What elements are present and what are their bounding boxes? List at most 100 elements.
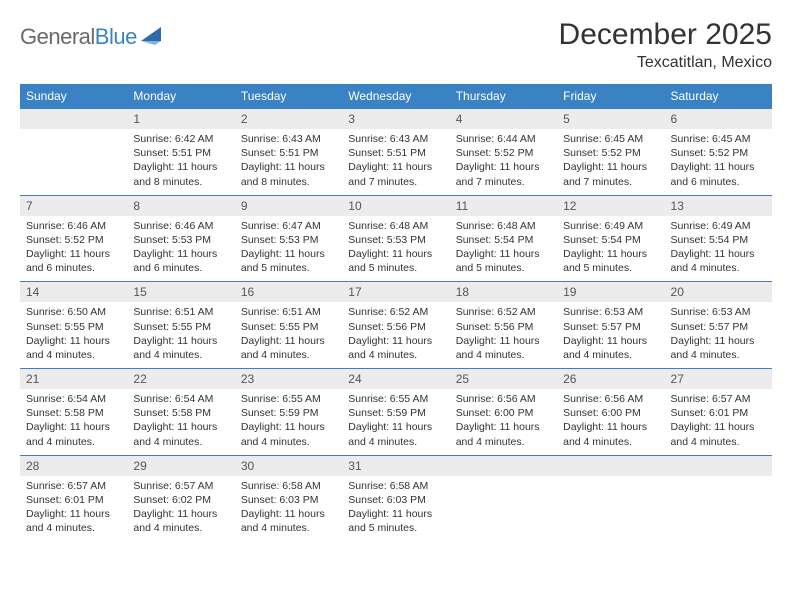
sunrise-text: Sunrise: 6:52 AM	[456, 305, 551, 319]
daylight-text: Daylight: 11 hours and 4 minutes.	[133, 334, 228, 362]
sunset-text: Sunset: 5:53 PM	[133, 233, 228, 247]
day-number: 17	[342, 282, 449, 303]
sunrise-text: Sunrise: 6:55 AM	[348, 392, 443, 406]
day-cell: Sunrise: 6:56 AMSunset: 6:00 PMDaylight:…	[450, 389, 557, 455]
sunrise-text: Sunrise: 6:49 AM	[671, 219, 766, 233]
day-number: 28	[20, 455, 127, 476]
title-block: December 2025 Texcatitlan, Mexico	[559, 18, 772, 72]
day-number: 14	[20, 282, 127, 303]
sunset-text: Sunset: 5:56 PM	[348, 320, 443, 334]
sunset-text: Sunset: 6:03 PM	[241, 493, 336, 507]
daylight-text: Daylight: 11 hours and 5 minutes.	[456, 247, 551, 275]
day-cell: Sunrise: 6:45 AMSunset: 5:52 PMDaylight:…	[665, 129, 772, 195]
weekday-header: Saturday	[665, 84, 772, 109]
day-number: 29	[127, 455, 234, 476]
sunrise-text: Sunrise: 6:46 AM	[133, 219, 228, 233]
daylight-text: Daylight: 11 hours and 4 minutes.	[563, 420, 658, 448]
daylight-text: Daylight: 11 hours and 5 minutes.	[563, 247, 658, 275]
day-number: 26	[557, 369, 664, 390]
day-cell: Sunrise: 6:42 AMSunset: 5:51 PMDaylight:…	[127, 129, 234, 195]
day-number: 4	[450, 109, 557, 130]
sunrise-text: Sunrise: 6:56 AM	[456, 392, 551, 406]
sunset-text: Sunset: 6:00 PM	[456, 406, 551, 420]
sunrise-text: Sunrise: 6:46 AM	[26, 219, 121, 233]
day-number-row: 14151617181920	[20, 282, 772, 303]
day-number: 24	[342, 369, 449, 390]
sunset-text: Sunset: 5:52 PM	[26, 233, 121, 247]
day-number: 31	[342, 455, 449, 476]
day-cell: Sunrise: 6:53 AMSunset: 5:57 PMDaylight:…	[557, 302, 664, 368]
daylight-text: Daylight: 11 hours and 4 minutes.	[241, 334, 336, 362]
daylight-text: Daylight: 11 hours and 4 minutes.	[133, 507, 228, 535]
sunrise-text: Sunrise: 6:49 AM	[563, 219, 658, 233]
day-cell: Sunrise: 6:45 AMSunset: 5:52 PMDaylight:…	[557, 129, 664, 195]
day-number: 19	[557, 282, 664, 303]
daylight-text: Daylight: 11 hours and 4 minutes.	[26, 420, 121, 448]
sunset-text: Sunset: 5:53 PM	[348, 233, 443, 247]
sunrise-text: Sunrise: 6:51 AM	[133, 305, 228, 319]
sunrise-text: Sunrise: 6:44 AM	[456, 132, 551, 146]
day-number: 15	[127, 282, 234, 303]
daylight-text: Daylight: 11 hours and 7 minutes.	[456, 160, 551, 188]
sunrise-text: Sunrise: 6:50 AM	[26, 305, 121, 319]
day-number: 9	[235, 195, 342, 216]
sunrise-text: Sunrise: 6:54 AM	[133, 392, 228, 406]
day-cell: Sunrise: 6:58 AMSunset: 6:03 PMDaylight:…	[235, 476, 342, 542]
sunrise-text: Sunrise: 6:53 AM	[563, 305, 658, 319]
day-cell	[557, 476, 664, 542]
day-number	[450, 455, 557, 476]
weekday-header: Wednesday	[342, 84, 449, 109]
sunset-text: Sunset: 5:54 PM	[563, 233, 658, 247]
sunset-text: Sunset: 5:54 PM	[671, 233, 766, 247]
daylight-text: Daylight: 11 hours and 6 minutes.	[133, 247, 228, 275]
day-content-row: Sunrise: 6:46 AMSunset: 5:52 PMDaylight:…	[20, 216, 772, 282]
day-number: 30	[235, 455, 342, 476]
daylight-text: Daylight: 11 hours and 4 minutes.	[671, 247, 766, 275]
weekday-header: Friday	[557, 84, 664, 109]
daylight-text: Daylight: 11 hours and 8 minutes.	[133, 160, 228, 188]
daylight-text: Daylight: 11 hours and 4 minutes.	[671, 420, 766, 448]
sunset-text: Sunset: 5:55 PM	[241, 320, 336, 334]
sunset-text: Sunset: 6:01 PM	[26, 493, 121, 507]
sunset-text: Sunset: 5:51 PM	[133, 146, 228, 160]
sunrise-text: Sunrise: 6:45 AM	[671, 132, 766, 146]
day-cell: Sunrise: 6:58 AMSunset: 6:03 PMDaylight:…	[342, 476, 449, 542]
day-number: 1	[127, 109, 234, 130]
sunrise-text: Sunrise: 6:54 AM	[26, 392, 121, 406]
day-number-row: 123456	[20, 109, 772, 130]
sunrise-text: Sunrise: 6:57 AM	[133, 479, 228, 493]
sunrise-text: Sunrise: 6:43 AM	[241, 132, 336, 146]
sunset-text: Sunset: 5:53 PM	[241, 233, 336, 247]
daylight-text: Daylight: 11 hours and 4 minutes.	[26, 507, 121, 535]
daylight-text: Daylight: 11 hours and 4 minutes.	[563, 334, 658, 362]
day-cell: Sunrise: 6:51 AMSunset: 5:55 PMDaylight:…	[127, 302, 234, 368]
daylight-text: Daylight: 11 hours and 4 minutes.	[456, 334, 551, 362]
day-cell: Sunrise: 6:55 AMSunset: 5:59 PMDaylight:…	[235, 389, 342, 455]
sunrise-text: Sunrise: 6:58 AM	[348, 479, 443, 493]
weekday-header: Monday	[127, 84, 234, 109]
day-number: 12	[557, 195, 664, 216]
day-cell	[20, 129, 127, 195]
daylight-text: Daylight: 11 hours and 4 minutes.	[241, 420, 336, 448]
sunset-text: Sunset: 5:51 PM	[348, 146, 443, 160]
day-cell: Sunrise: 6:48 AMSunset: 5:54 PMDaylight:…	[450, 216, 557, 282]
daylight-text: Daylight: 11 hours and 5 minutes.	[241, 247, 336, 275]
sunset-text: Sunset: 6:02 PM	[133, 493, 228, 507]
daylight-text: Daylight: 11 hours and 5 minutes.	[348, 507, 443, 535]
day-content-row: Sunrise: 6:50 AMSunset: 5:55 PMDaylight:…	[20, 302, 772, 368]
sunset-text: Sunset: 5:52 PM	[456, 146, 551, 160]
sunset-text: Sunset: 6:00 PM	[563, 406, 658, 420]
sunset-text: Sunset: 5:58 PM	[133, 406, 228, 420]
day-number: 11	[450, 195, 557, 216]
day-number-row: 28293031	[20, 455, 772, 476]
day-cell	[665, 476, 772, 542]
sunrise-text: Sunrise: 6:53 AM	[671, 305, 766, 319]
weekday-header: Tuesday	[235, 84, 342, 109]
day-number: 20	[665, 282, 772, 303]
sunrise-text: Sunrise: 6:42 AM	[133, 132, 228, 146]
daylight-text: Daylight: 11 hours and 7 minutes.	[348, 160, 443, 188]
day-cell: Sunrise: 6:56 AMSunset: 6:00 PMDaylight:…	[557, 389, 664, 455]
daylight-text: Daylight: 11 hours and 4 minutes.	[456, 420, 551, 448]
day-number: 2	[235, 109, 342, 130]
day-cell: Sunrise: 6:46 AMSunset: 5:53 PMDaylight:…	[127, 216, 234, 282]
